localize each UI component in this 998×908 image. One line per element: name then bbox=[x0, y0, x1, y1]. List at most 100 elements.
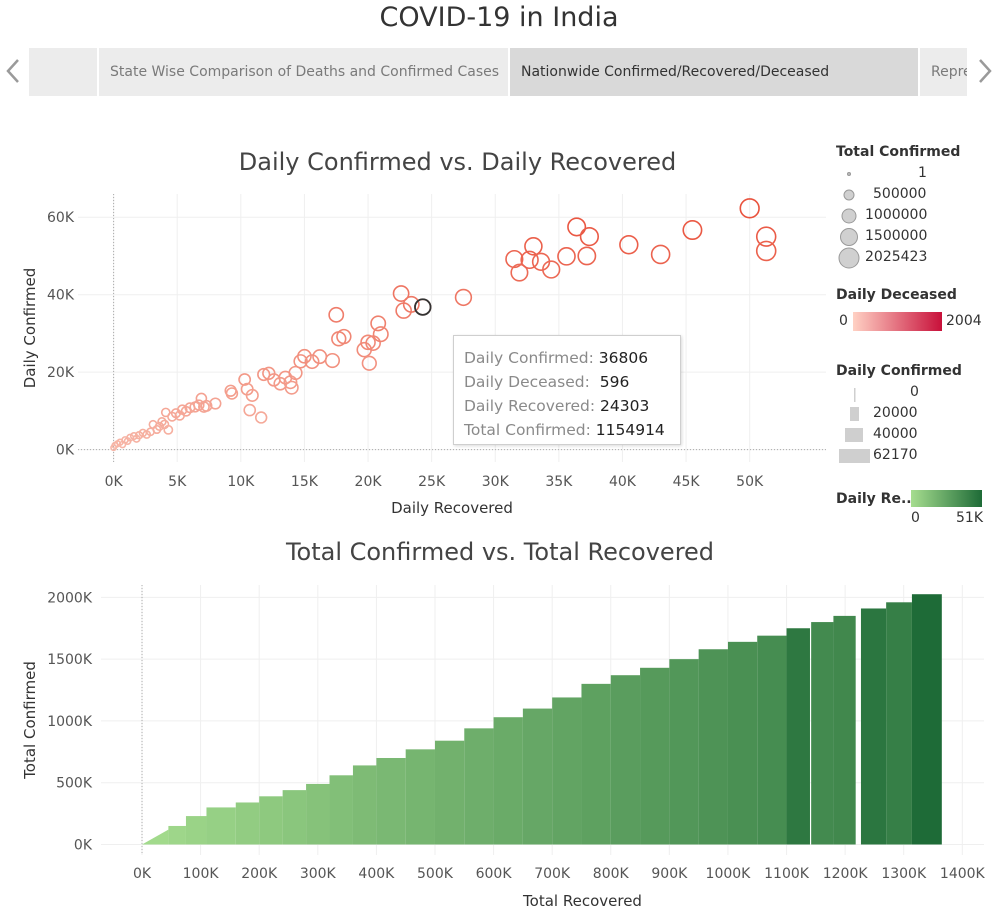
bar bbox=[405, 749, 435, 845]
x-tick-label: 30K bbox=[482, 474, 510, 490]
y-tick-label: 40K bbox=[47, 288, 75, 304]
scatter-point bbox=[650, 244, 671, 265]
bar bbox=[581, 683, 611, 845]
x-tick-label: 0K bbox=[133, 866, 152, 882]
bar bbox=[206, 807, 236, 845]
scatter-point bbox=[225, 387, 239, 400]
bar bbox=[522, 708, 553, 845]
x-tick-label: 35K bbox=[545, 474, 573, 490]
bar bbox=[786, 628, 810, 845]
scatter-point bbox=[505, 249, 524, 269]
scatter-point bbox=[577, 246, 597, 266]
scatter-chart[interactable]: 0K 5K 10K 15K 20K 25K 30K 35K 40K 45K 50K 0K 20K 40K 6… bbox=[0, 0, 830, 530]
tooltip-value: 24303 bbox=[600, 397, 650, 415]
scatter-point bbox=[284, 380, 299, 395]
scatter-point bbox=[361, 355, 377, 371]
x-tick-label: 500K bbox=[417, 866, 454, 882]
y-tick-label: 500K bbox=[56, 776, 93, 792]
bar bbox=[434, 740, 465, 845]
scatter-chart-title: Daily Confirmed vs. Daily Recovered bbox=[238, 148, 677, 176]
x-tick-label: 0K bbox=[105, 474, 124, 490]
scatter-point bbox=[157, 417, 167, 427]
story-navigator: State Wise Comparison of Deaths and Conf… bbox=[0, 48, 998, 98]
bar-chart-title: Total Confirmed vs. Total Recovered bbox=[285, 538, 715, 566]
tooltip-label: Daily Deceased: bbox=[464, 373, 590, 391]
bar bbox=[552, 697, 582, 845]
story-tab-blank[interactable] bbox=[29, 48, 97, 96]
page-title: COVID-19 in India bbox=[379, 2, 619, 33]
scatter-point bbox=[200, 399, 213, 412]
scatter-point bbox=[243, 403, 257, 417]
y-tick-label: 1500K bbox=[47, 652, 93, 668]
bar bbox=[306, 783, 330, 845]
tooltip-value: 36806 bbox=[598, 349, 649, 367]
x-tick-label: 20K bbox=[355, 474, 383, 490]
y-tick-label: 2000K bbox=[47, 590, 93, 606]
y-tick-label: 20K bbox=[47, 365, 75, 381]
bar bbox=[329, 775, 353, 845]
scatter-point bbox=[392, 285, 410, 302]
bar bbox=[376, 757, 406, 845]
y-tick-label: 0K bbox=[74, 837, 93, 853]
story-tab-next[interactable]: Repre bbox=[920, 48, 967, 96]
x-tick-label: 1100K bbox=[764, 866, 810, 882]
y-tick-label: 1000K bbox=[47, 714, 93, 730]
bar bbox=[757, 635, 787, 845]
bar bbox=[698, 649, 728, 845]
scatter-point bbox=[324, 352, 341, 369]
bar bbox=[142, 829, 169, 845]
bar bbox=[833, 615, 856, 845]
scatter-point bbox=[567, 217, 587, 237]
scatter-point bbox=[245, 388, 259, 402]
scatter-point bbox=[297, 348, 312, 364]
story-tab-label: State Wise Comparison of Deaths and Conf… bbox=[110, 64, 500, 80]
tooltip-label: Total Confirmed: bbox=[464, 421, 591, 439]
scatter-point bbox=[402, 295, 420, 313]
bar bbox=[185, 816, 207, 845]
scatter-point bbox=[293, 354, 308, 369]
scatter-point bbox=[454, 288, 473, 307]
story-tab-nationwide[interactable]: Nationwide Confirmed/Recovered/Deceased bbox=[510, 48, 918, 96]
bar bbox=[640, 667, 670, 845]
scatter-point bbox=[370, 315, 387, 332]
scatter-point bbox=[755, 226, 777, 247]
scatter-point bbox=[304, 354, 320, 370]
bar bbox=[610, 675, 641, 845]
story-tab-state-comparison[interactable]: State Wise Comparison of Deaths and Conf… bbox=[99, 48, 508, 96]
x-tick-label: 5K bbox=[168, 474, 187, 490]
y-axis-label: Daily Confirmed bbox=[21, 268, 39, 389]
scatter-point bbox=[163, 424, 174, 435]
x-tick-label: 900K bbox=[651, 866, 688, 882]
bar bbox=[886, 602, 912, 845]
x-tick-label: 40K bbox=[609, 474, 637, 490]
x-tick-label: 800K bbox=[593, 866, 630, 882]
scatter-point bbox=[209, 397, 222, 410]
scatter-point bbox=[542, 260, 561, 279]
bar bbox=[493, 717, 523, 845]
x-tick-label: 700K bbox=[534, 866, 571, 882]
scatter-point bbox=[372, 326, 389, 343]
x-tick-label: 1000K bbox=[706, 866, 752, 882]
scatter-point bbox=[510, 263, 529, 282]
bar bbox=[860, 608, 887, 845]
x-tick-label: 200K bbox=[241, 866, 278, 882]
tooltip-value: 596 bbox=[599, 373, 630, 391]
x-tick-label: 25K bbox=[418, 474, 446, 490]
x-tick-label: 600K bbox=[476, 866, 513, 882]
highlighted-point bbox=[414, 298, 432, 316]
scatter-point bbox=[254, 411, 268, 424]
chevron-left-icon[interactable] bbox=[2, 56, 24, 86]
x-tick-label: 45K bbox=[673, 474, 701, 490]
chevron-right-icon[interactable] bbox=[974, 56, 996, 86]
scatter-point bbox=[557, 247, 576, 266]
tooltip-value: 1154914 bbox=[595, 421, 665, 439]
scatter-point bbox=[619, 235, 639, 255]
y-tick-label: 60K bbox=[47, 210, 75, 226]
tooltip-label: Daily Confirmed: bbox=[464, 349, 594, 367]
y-axis-label: Total Confirmed bbox=[21, 661, 39, 780]
bar bbox=[168, 825, 186, 845]
bar bbox=[259, 796, 283, 845]
story-tab-label: Repre bbox=[931, 64, 967, 80]
scatter-point bbox=[755, 240, 777, 262]
